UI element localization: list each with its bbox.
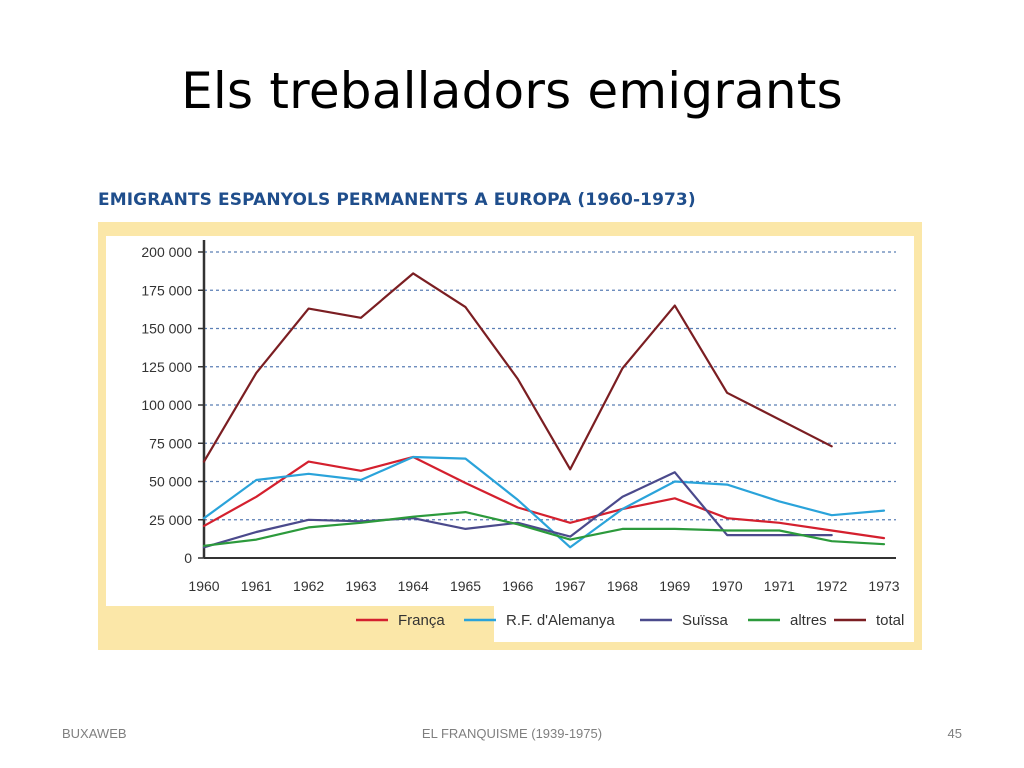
legend-label-fran-a: França: [398, 612, 445, 629]
legend-label-altres: altres: [790, 612, 827, 629]
x-tick-label: 1966: [502, 578, 533, 594]
x-tick-label: 1969: [659, 578, 690, 594]
y-tick-label: 100 000: [141, 397, 192, 413]
series-line-total: [202, 272, 833, 471]
y-tick-label: 0: [184, 550, 192, 566]
chart-frame: 0 25 000 50 000 75 000 100 000 125 000 150 000…: [98, 222, 922, 650]
plot-background: [106, 236, 914, 606]
series-line-r-f-d-alemanya: [202, 455, 886, 549]
x-tick-label: 1963: [345, 578, 376, 594]
legend-label-total: total: [876, 612, 904, 629]
x-tick-label: 1970: [711, 578, 742, 594]
slide-number: 45: [947, 726, 962, 741]
y-tick-label: 50 000: [149, 474, 192, 490]
x-tick-label: 1964: [398, 578, 429, 594]
x-tick-label: 1972: [816, 578, 847, 594]
line-chart: 0 25 000 50 000 75 000 100 000 125 000 150 000…: [106, 236, 914, 642]
slide-title: Els treballadors emigrants: [181, 62, 843, 120]
legend-label-su-ssa: Suïssa: [682, 612, 729, 629]
x-tick-label: 1960: [188, 578, 219, 594]
series-line-su-ssa: [202, 471, 833, 549]
x-tick-label: 1967: [555, 578, 586, 594]
y-tick-label: 200 000: [141, 244, 192, 260]
x-tick-label: 1971: [764, 578, 795, 594]
x-tick-label: 1961: [241, 578, 272, 594]
y-tick-label: 25 000: [149, 512, 192, 528]
plot-background-lower: [494, 602, 914, 642]
y-tick-label: 75 000: [149, 435, 192, 451]
x-tick-label: 1973: [868, 578, 899, 594]
y-tick-label: 175 000: [141, 282, 192, 298]
series-line-altres: [202, 511, 886, 547]
x-tick-label: 1962: [293, 578, 324, 594]
x-tick-label: 1968: [607, 578, 638, 594]
y-tick-label: 150 000: [141, 321, 192, 337]
footer-left: BUXAWEB: [62, 726, 127, 741]
x-tick-label: 1965: [450, 578, 481, 594]
y-tick-label: 125 000: [141, 359, 192, 375]
footer-center: EL FRANQUISME (1939-1975): [421, 726, 603, 741]
legend-label-r-f-d-alemanya: R.F. d'Alemanya: [506, 612, 615, 629]
series-line-fran-a: [202, 455, 886, 540]
chart-title: EMIGRANTS ESPANYOLS PERMANENTS A EUROPA …: [98, 190, 696, 210]
